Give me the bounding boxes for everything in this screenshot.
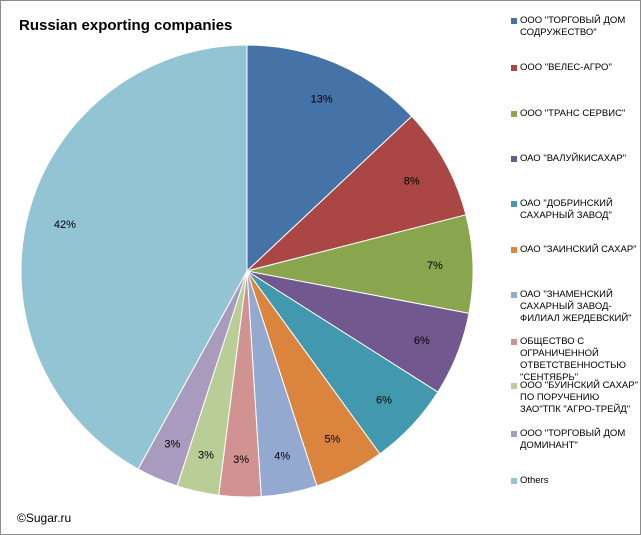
data-label-9: 3% xyxy=(198,450,214,462)
legend-label: ООО "ТОРГОВЫЙ ДОМ СОДРУЖЕСТВО" xyxy=(520,15,626,38)
pie-slice-2 xyxy=(246,115,467,272)
data-label-10: 3% xyxy=(164,439,180,451)
legend-label: ОАО "ВАЛУЙКИСАХАР" xyxy=(520,153,627,164)
data-label-3: 7% xyxy=(427,260,443,272)
data-label-2: 8% xyxy=(404,175,420,187)
legend-label: ОБЩЕСТВО С ОГРАНИЧЕННОЙ ОТВЕТСТВЕННОСТЬЮ… xyxy=(520,336,626,383)
legend-label: ОАО "ЗАИНСКИЙ САХАР" xyxy=(520,244,637,255)
legend-swatch xyxy=(511,431,517,437)
legend-swatch xyxy=(511,65,517,71)
legend-label: ООО "ВЕЛЕС-АГРО" xyxy=(520,62,612,73)
pie-data-labels: 13% 8% 7% 6% 6% 5% 4% 3% 3% 3% 42% xyxy=(54,94,443,466)
data-label-6: 5% xyxy=(324,434,340,446)
pie-slice-1 xyxy=(246,44,413,273)
legend-label: ООО "ТОРГОВЫЙ ДОМ ДОМИНАНТ" xyxy=(520,428,626,451)
legend-swatch xyxy=(511,339,517,345)
copyright-text: ©Sugar.ru xyxy=(17,511,72,525)
pie-slices xyxy=(20,44,474,498)
legend-swatch xyxy=(511,18,517,24)
data-label-11: 42% xyxy=(54,219,76,231)
legend-swatch xyxy=(511,247,517,253)
legend-label: ООО "БУИНСКИЙ САХАР" ПО ПОРУЧЕНИЮ ЗАО"ТП… xyxy=(520,380,638,415)
data-label-4: 6% xyxy=(414,335,430,347)
data-label-1: 13% xyxy=(311,94,333,106)
chart-title: Russian exporting companies xyxy=(19,17,233,34)
legend-label: ОАО "ЗНАМЕНСКИЙ САХАРНЫЙ ЗАВОД-ФИЛИАЛ ЖЕ… xyxy=(520,289,632,324)
legend-swatch xyxy=(511,292,517,298)
legend-swatch xyxy=(511,201,517,207)
legend-label: Others xyxy=(520,475,549,486)
data-label-7: 4% xyxy=(274,451,290,463)
legend-swatch xyxy=(511,478,517,484)
legend-swatch xyxy=(511,383,517,389)
legend-label: ОАО "ДОБРИНСКИЙ САХАРНЫЙ ЗАВОД" xyxy=(520,198,613,221)
data-label-5: 6% xyxy=(376,395,392,407)
legend-label: ООО "ТРАНС СЕРВИС" xyxy=(520,108,626,119)
legend-swatch xyxy=(511,156,517,162)
legend-swatch xyxy=(511,111,517,117)
data-label-8: 3% xyxy=(233,454,249,466)
pie-slice-11 xyxy=(20,44,248,470)
